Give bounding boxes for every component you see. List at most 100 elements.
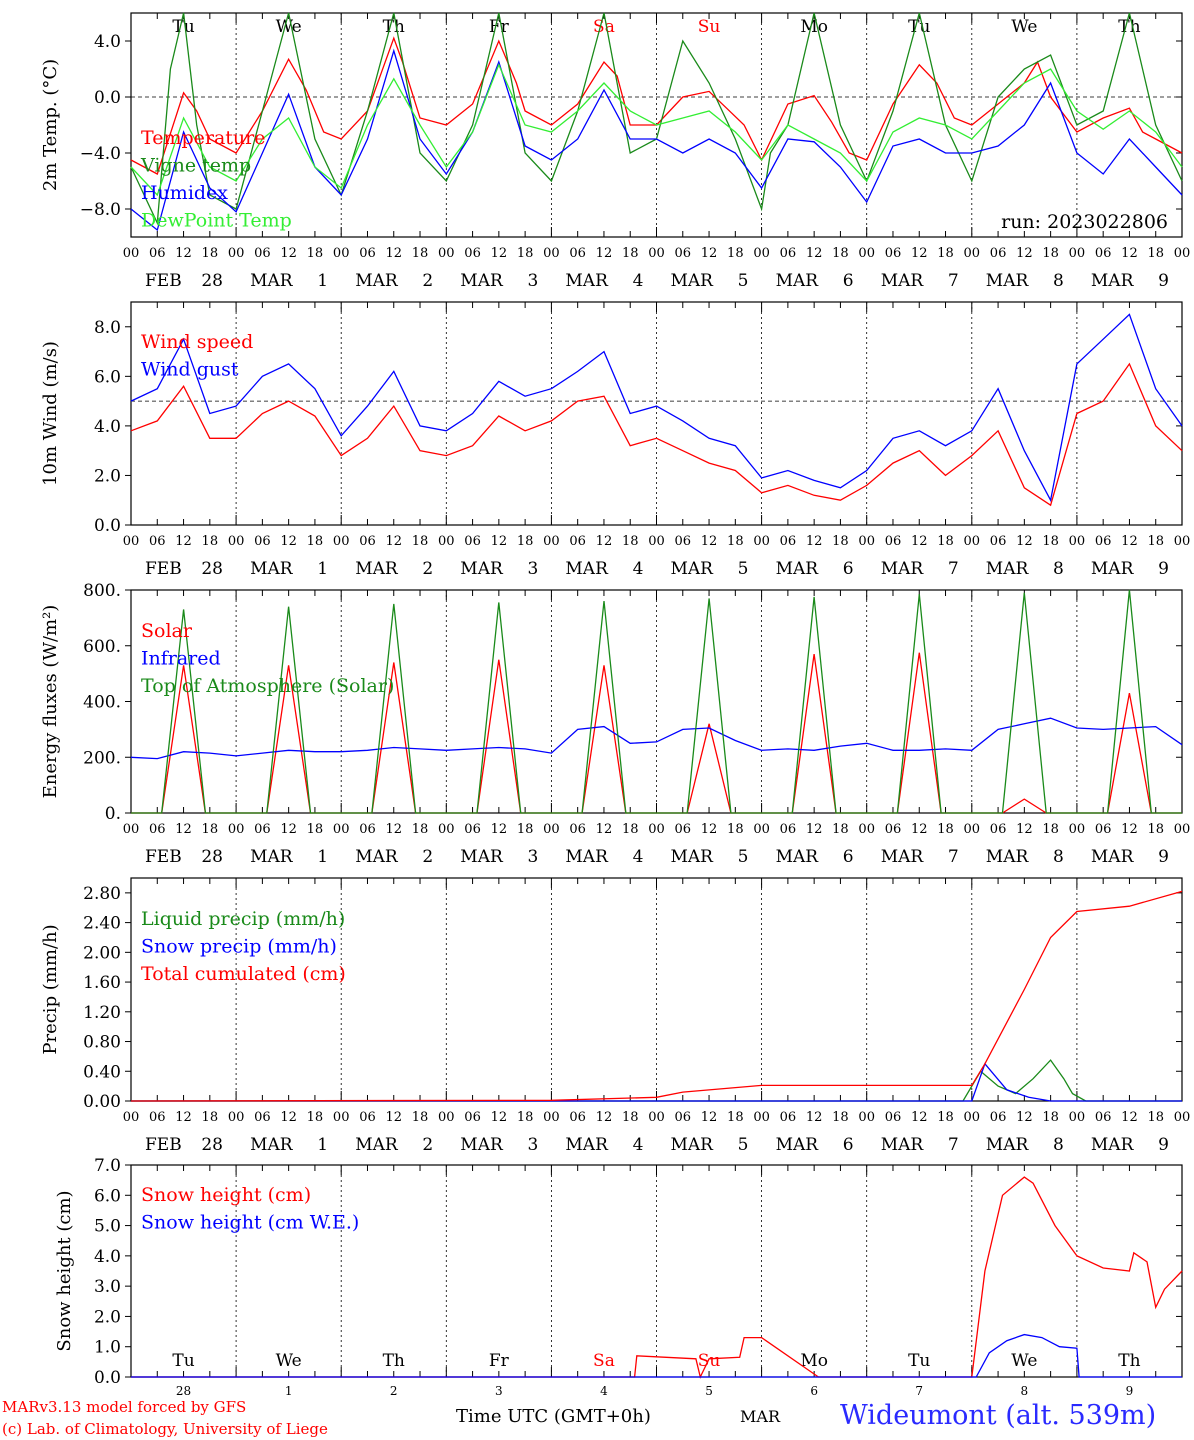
snow-ytick-label: 4.0	[94, 1247, 121, 1267]
snow-ytick-label: 0.0	[94, 1368, 121, 1388]
wind-date-day: 1	[317, 559, 328, 579]
temp-weekday-label: Th	[383, 17, 405, 37]
temp-date-month: MAR	[565, 271, 609, 291]
wind-date-month: MAR	[881, 559, 925, 579]
energy-date-day: 28	[201, 847, 223, 867]
energy-date-month: MAR	[460, 847, 504, 867]
precip-hour-label: 18	[1042, 1110, 1059, 1125]
temp-hour-label: 18	[202, 246, 219, 261]
wind-hour-label: 00	[543, 534, 560, 549]
temp-hour-label: 18	[1042, 246, 1059, 261]
wind-date-day: 6	[843, 559, 854, 579]
temp-date-month: MAR	[355, 271, 399, 291]
energy-legend-entry: Solar	[141, 620, 193, 642]
energy-hour-label: 00	[753, 822, 770, 837]
wind-date-day: 7	[948, 559, 959, 579]
precip-hour-label: 00	[438, 1110, 455, 1125]
temp-hour-label: 18	[1147, 246, 1164, 261]
temp-hour-label: 18	[517, 246, 534, 261]
precip-hour-label: 12	[911, 1110, 928, 1125]
snow-weekday-label: Tu	[172, 1351, 194, 1371]
snow-ytick-label: 6.0	[94, 1186, 121, 1206]
temp-hour-label: 12	[806, 246, 823, 261]
wind-ytick-label: 8.0	[94, 318, 121, 338]
snow-day-number: 9	[1126, 1384, 1134, 1398]
precip-hour-label: 18	[832, 1110, 849, 1125]
temp-weekday-label: We	[276, 17, 302, 37]
energy-hour-label: 00	[858, 822, 875, 837]
wind-hour-label: 06	[254, 534, 271, 549]
energy-hour-label: 18	[412, 822, 429, 837]
precip-date-month: MAR	[460, 1135, 504, 1155]
wind-date-month: MAR	[671, 559, 715, 579]
precip-hour-label: 06	[675, 1110, 692, 1125]
snow-day-number: 28	[176, 1384, 191, 1398]
snow-day-number: 8	[1021, 1384, 1029, 1398]
energy-date-month: MAR	[776, 847, 820, 867]
wind-hour-label: 00	[1174, 534, 1191, 549]
energy-series-2-line	[131, 589, 1182, 814]
temp-hour-label: 12	[596, 246, 613, 261]
snow-ylabel: Snow height (cm)	[54, 1190, 75, 1351]
snow-series-1-line	[131, 1333, 1182, 1378]
snow-day-number: 6	[810, 1384, 818, 1398]
energy-hour-label: 00	[228, 822, 245, 837]
wind-ytick-label: 0.0	[94, 516, 121, 536]
wind-hour-label: 18	[517, 534, 534, 549]
temp-hour-label: 06	[1095, 246, 1112, 261]
temp-hour-label: 12	[1016, 246, 1033, 261]
energy-ytick-label: 600.	[83, 637, 121, 657]
precip-hour-label: 12	[1121, 1110, 1138, 1125]
snow-day-number: 2	[390, 1384, 398, 1398]
model-credit: MARv3.13 model forced by GFS	[2, 1398, 247, 1416]
precip-hour-label: 00	[753, 1110, 770, 1125]
precip-date-month: MAR	[355, 1135, 399, 1155]
wind-date-day: 2	[422, 559, 433, 579]
energy-hour-label: 06	[254, 822, 271, 837]
energy-date-day: 4	[633, 847, 644, 867]
temp-hour-label: 00	[438, 246, 455, 261]
wind-hour-label: 00	[438, 534, 455, 549]
temp-hour-label: 06	[569, 246, 586, 261]
temp-hour-label: 18	[307, 246, 324, 261]
energy-date-day: 9	[1158, 847, 1169, 867]
wind-hour-label: 06	[569, 534, 586, 549]
energy-hour-label: 00	[123, 822, 140, 837]
energy-series-1-line	[130, 717, 1183, 760]
precip-hour-label: 18	[412, 1110, 429, 1125]
energy-hour-label: 12	[385, 822, 402, 837]
wind-hour-label: 12	[1016, 534, 1033, 549]
snow-weekday-label: Fr	[489, 1351, 510, 1371]
precip-hour-label: 00	[648, 1110, 665, 1125]
precip-ytick-label: 2.80	[83, 884, 121, 904]
wind-hour-label: 18	[202, 534, 219, 549]
precip-hour-label: 00	[228, 1110, 245, 1125]
temp-hour-label: 12	[280, 246, 297, 261]
energy-hour-label: 12	[596, 822, 613, 837]
temp-date-month: FEB	[145, 271, 182, 291]
precip-hour-label: 18	[622, 1110, 639, 1125]
energy-hour-label: 18	[622, 822, 639, 837]
run-label: run: 2023022806	[1001, 211, 1168, 233]
precip-date-day: 2	[422, 1135, 433, 1155]
energy-ytick-label: 0.	[105, 804, 121, 824]
temp-date-month: MAR	[671, 271, 715, 291]
snow-ytick-label: 3.0	[94, 1277, 121, 1297]
temp-hour-label: 12	[385, 246, 402, 261]
temp-date-day: 4	[633, 271, 644, 291]
precip-date-month: MAR	[881, 1135, 925, 1155]
temp-hour-label: 06	[990, 246, 1007, 261]
snow-weekday-label: We	[276, 1351, 302, 1371]
energy-hour-label: 00	[1069, 822, 1086, 837]
precip-hour-label: 12	[175, 1110, 192, 1125]
temp-hour-label: 18	[727, 246, 744, 261]
energy-date-day: 7	[948, 847, 959, 867]
energy-date-day: 5	[738, 847, 749, 867]
precip-hour-label: 12	[596, 1110, 613, 1125]
energy-date-month: MAR	[355, 847, 399, 867]
energy-hour-label: 12	[175, 822, 192, 837]
energy-hour-label: 12	[1016, 822, 1033, 837]
temp-hour-label: 06	[149, 246, 166, 261]
temp-series-2-line	[130, 48, 1183, 232]
